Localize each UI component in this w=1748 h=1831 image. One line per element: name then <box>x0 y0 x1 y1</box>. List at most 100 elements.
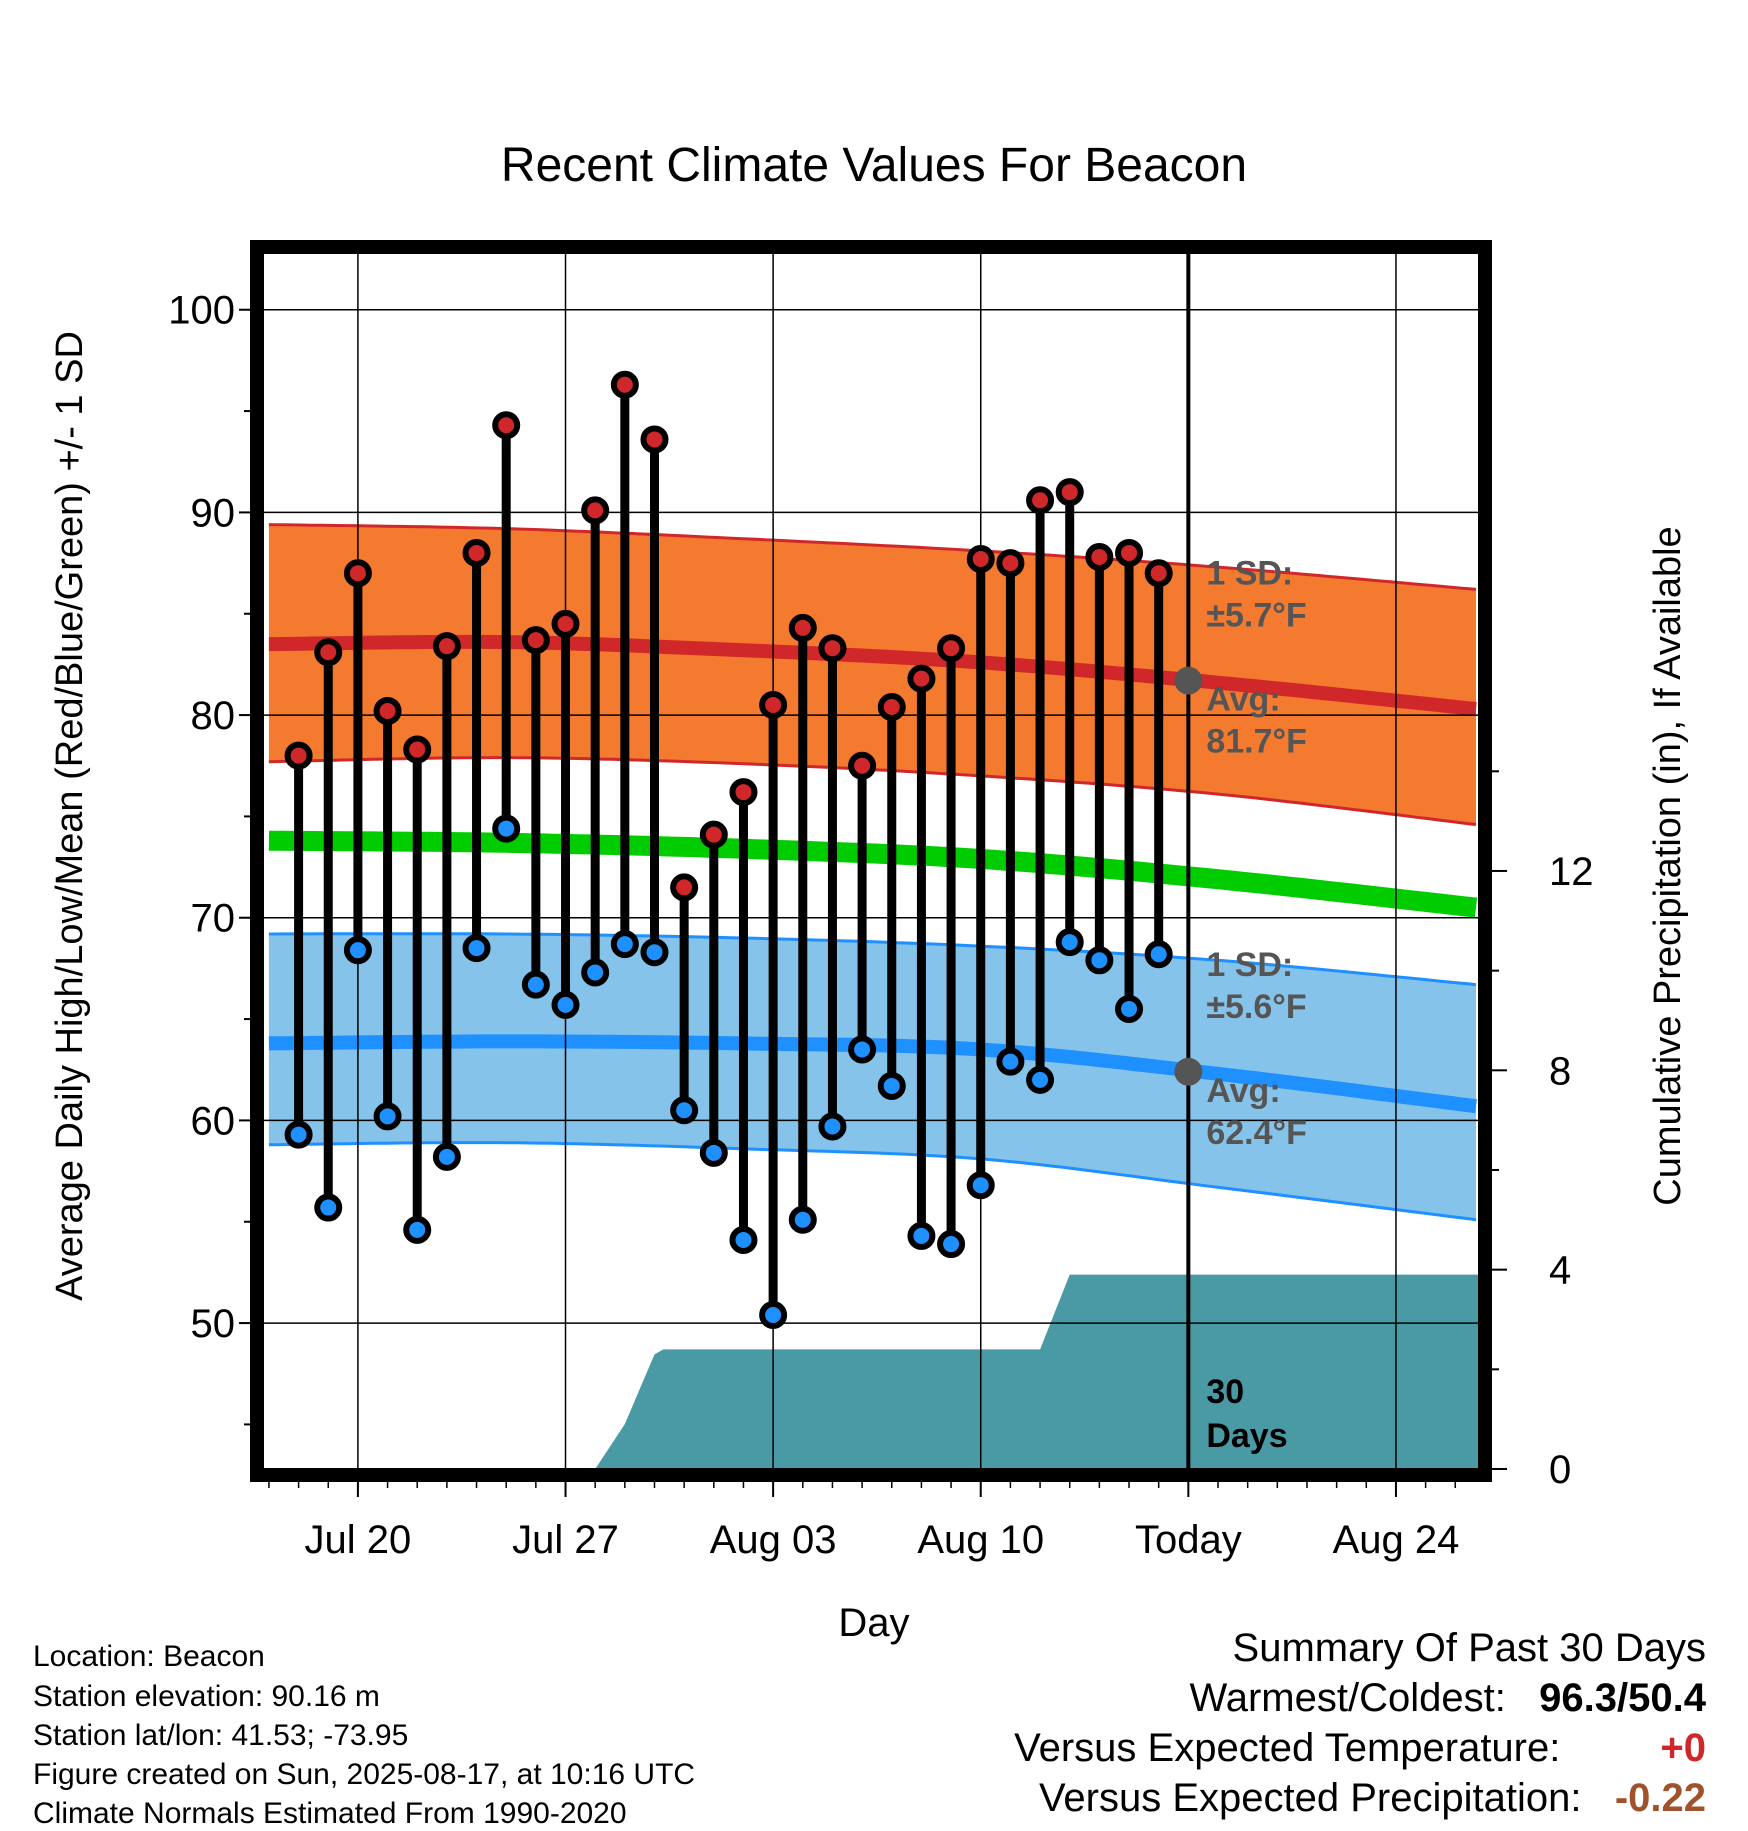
low-point <box>343 936 372 965</box>
high-point <box>373 697 402 726</box>
low-point <box>521 970 550 999</box>
high-sd-label: 1 SD: <box>1206 555 1293 593</box>
high-avg-label: Avg: <box>1206 681 1280 719</box>
high-point <box>343 559 372 588</box>
high-point <box>670 873 699 902</box>
high-point <box>788 613 817 642</box>
low-point <box>729 1225 758 1254</box>
today-low-avg-marker <box>1174 1057 1203 1086</box>
temp-label: Versus Expected Temperature: <box>1014 1726 1561 1770</box>
low-point <box>432 1142 461 1171</box>
high-point <box>551 609 580 638</box>
latlon-text: Station lat/lon: 41.53; -73.95 <box>33 1719 409 1752</box>
high-point <box>640 425 669 454</box>
y2-axis-label: Cumulative Precipitation (in), If Availa… <box>1647 526 1689 1205</box>
precipitation-area <box>595 1274 1479 1469</box>
high-point <box>314 638 343 667</box>
y2-tick-label: 4 <box>1549 1249 1571 1293</box>
high-point <box>462 538 491 567</box>
low-point <box>284 1120 313 1149</box>
high-point <box>699 820 728 849</box>
low-point <box>907 1221 936 1250</box>
high-point <box>1026 486 1055 515</box>
created-text: Figure created on Sun, 2025-08-17, at 10… <box>33 1758 696 1791</box>
high-point <box>848 751 877 780</box>
precip-value: -0.22 <box>1614 1776 1706 1820</box>
high-point <box>581 496 610 525</box>
x-tick-label: Aug 03 <box>710 1518 837 1562</box>
low-point <box>848 1035 877 1064</box>
high-sd-band <box>268 524 1476 825</box>
window-days-label: Days <box>1206 1417 1287 1455</box>
low-point <box>788 1205 817 1234</box>
high-point <box>610 370 639 399</box>
plot-frame <box>250 240 1492 1482</box>
y2-tick-label: 12 <box>1549 850 1594 894</box>
y-tick-label: 60 <box>191 1099 236 1143</box>
high-point <box>1055 478 1084 507</box>
summary-warm-cold: Warmest/Coldest: 96.3/50.4 <box>1189 1675 1706 1721</box>
high-point <box>818 634 847 663</box>
window-days-number: 30 <box>1206 1373 1244 1411</box>
low-point <box>996 1047 1025 1076</box>
high-point <box>966 545 995 574</box>
low-point <box>699 1138 728 1167</box>
low-sd-lower-line <box>268 1141 1477 1222</box>
chart-title: Recent Climate Values For Beacon <box>501 139 1247 192</box>
y-axis-label: Average Daily High/Low/Mean (Red/Blue/Gr… <box>49 331 91 1301</box>
y2-tick-label: 0 <box>1549 1448 1571 1492</box>
y-tick-label: 90 <box>191 491 236 535</box>
axes: 50 60 70 80 90 100 0 4 8 12 Jul 20 Jul 27 Aug 03 Aug … <box>168 240 1594 1562</box>
high-point <box>492 411 521 440</box>
x-tick-label: Jul 27 <box>512 1518 619 1562</box>
warm-cold-value: 96.3/50.4 <box>1539 1676 1706 1720</box>
high-point <box>937 634 966 663</box>
x-tick-label: Jul 20 <box>305 1518 412 1562</box>
avg-high-line <box>268 634 1477 716</box>
normals-text: Climate Normals Estimated From 1990-2020 <box>33 1797 627 1830</box>
x-tick-label: Aug 10 <box>917 1518 1044 1562</box>
low-point <box>877 1071 906 1100</box>
low-avg-label: Avg: <box>1206 1072 1280 1110</box>
low-point <box>314 1193 343 1222</box>
x-tick-label: Aug 24 <box>1333 1518 1460 1562</box>
low-point <box>966 1171 995 1200</box>
low-sd-label: 1 SD: <box>1206 946 1293 984</box>
y-tick-label: 50 <box>191 1302 236 1346</box>
low-point <box>937 1230 966 1259</box>
location-text: Location: Beacon <box>33 1640 265 1673</box>
low-point <box>759 1300 788 1329</box>
observation-marks <box>284 370 1173 1329</box>
y2-tick-label: 8 <box>1549 1049 1571 1093</box>
low-point <box>462 934 491 963</box>
low-sd-value: ±5.6°F <box>1206 988 1306 1026</box>
low-point <box>670 1096 699 1125</box>
high-sd-value: ±5.7°F <box>1206 597 1306 635</box>
x-tick-label: Today <box>1135 1518 1242 1562</box>
low-point <box>551 990 580 1019</box>
high-point <box>759 690 788 719</box>
today-high-avg-marker <box>1174 666 1203 695</box>
low-point <box>1085 946 1114 975</box>
y-tick-label: 80 <box>191 694 236 738</box>
low-point <box>373 1102 402 1131</box>
high-point <box>521 626 550 655</box>
y-tick-label: 100 <box>168 289 235 333</box>
high-point <box>729 778 758 807</box>
low-point <box>1055 928 1084 957</box>
warm-cold-label: Warmest/Coldest: <box>1189 1676 1506 1720</box>
low-point <box>640 938 669 967</box>
low-point <box>492 814 521 843</box>
temp-value: +0 <box>1660 1726 1706 1770</box>
annotations: 1 SD: ±5.7°F Avg: 81.7°F 1 SD: ±5.6°F Avg: 62.4… <box>1174 555 1307 1455</box>
high-point <box>996 549 1025 578</box>
low-point <box>818 1112 847 1141</box>
precip-label: Versus Expected Precipitation: <box>1038 1776 1582 1820</box>
low-point <box>403 1215 432 1244</box>
high-point <box>1085 543 1114 571</box>
high-avg-value: 81.7°F <box>1206 723 1307 761</box>
y-tick-label: 70 <box>191 897 236 941</box>
high-point <box>1144 559 1173 588</box>
low-point <box>1144 940 1173 969</box>
